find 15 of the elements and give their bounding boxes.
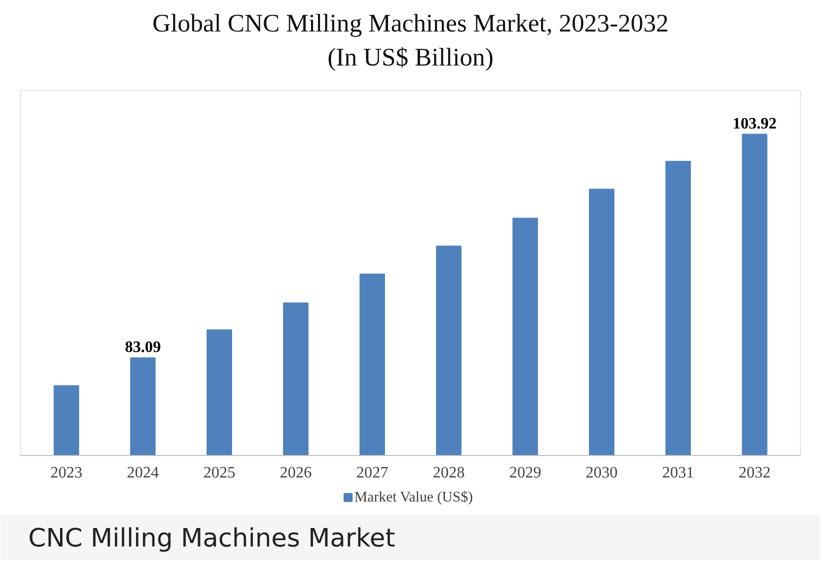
x-tick-label: 2032 bbox=[738, 464, 771, 482]
x-tick-label: 2028 bbox=[432, 464, 465, 482]
x-tick-label: 2025 bbox=[203, 464, 236, 482]
x-tick-label: 2030 bbox=[586, 464, 618, 482]
x-tick-label: 2027 bbox=[356, 464, 388, 482]
x-tick-label: 2026 bbox=[280, 464, 312, 482]
x-tick-label: 2023 bbox=[50, 464, 82, 482]
legend-label: Market Value (US$) bbox=[354, 490, 474, 506]
data-label: 83.09 bbox=[124, 338, 161, 356]
data-label: 103.92 bbox=[732, 115, 777, 132]
x-tick-label: 2029 bbox=[509, 464, 542, 482]
x-tick-label: 2024 bbox=[126, 464, 159, 482]
x-tick-label: 2031 bbox=[662, 464, 694, 482]
text: CNC Milling Machines Market bbox=[28, 522, 396, 552]
chart-title: Global CNC Milling Machines Market, 2023-2032 (In US$ Billion) bbox=[152, 10, 669, 72]
